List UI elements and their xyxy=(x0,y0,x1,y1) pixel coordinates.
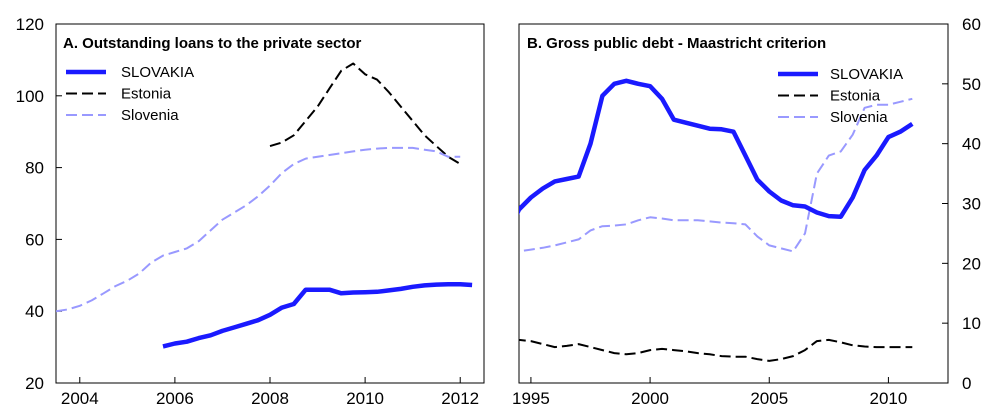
panel-a-series xyxy=(56,62,473,349)
y-tick-label: 120 xyxy=(16,15,44,34)
series-line-slovakia xyxy=(162,282,473,349)
legend-label-slovakia: SLOVAKIA xyxy=(121,64,194,81)
legend-label-slovenia: Slovenia xyxy=(830,109,888,126)
panel-b-series xyxy=(519,78,914,362)
y-tick-label: 50 xyxy=(962,75,981,94)
y-tick-label: 20 xyxy=(962,254,981,273)
panel-b-legend: SLOVAKIA Estonia Slovenia xyxy=(778,66,903,126)
x-tick-label: 2012 xyxy=(441,389,479,408)
x-tick-label: 2010 xyxy=(870,389,908,408)
panel-b-plot-area xyxy=(518,23,949,384)
series-line-estonia xyxy=(269,62,461,165)
x-tick-label: 2000 xyxy=(631,389,669,408)
panel-a-legend: SLOVAKIA Estonia Slovenia xyxy=(66,64,194,124)
y-tick-label: 40 xyxy=(25,302,44,321)
panel-a-plot-area xyxy=(55,23,485,384)
panel-b-title: B. Gross public debt - Maastricht criter… xyxy=(527,35,826,52)
y-tick-label: 40 xyxy=(962,135,981,154)
y-tick-label: 10 xyxy=(962,314,981,333)
series-line-slovenia xyxy=(56,146,461,313)
series-line-slovenia xyxy=(519,97,913,253)
panel-a-title: A. Outstanding loans to the private sect… xyxy=(63,35,362,52)
x-tick-label: 2004 xyxy=(61,389,99,408)
legend-label-estonia: Estonia xyxy=(121,86,172,103)
y-tick-label: 60 xyxy=(962,15,981,34)
y-tick-label: 20 xyxy=(25,374,44,393)
y-tick-label: 30 xyxy=(962,195,981,214)
y-tick-label: 100 xyxy=(16,87,44,106)
x-tick-label: 1995 xyxy=(512,389,550,408)
x-tick-label: 2010 xyxy=(346,389,384,408)
x-tick-label: 2006 xyxy=(156,389,194,408)
y-tick-label: 60 xyxy=(25,230,44,249)
panel-a-loans: A. Outstanding loans to the private sect… xyxy=(16,15,485,408)
panel-b-axes: 0 10 20 30 40 50 60 1995 2000 2005 2010 xyxy=(512,15,981,408)
legend-label-slovenia: Slovenia xyxy=(121,107,179,124)
series-line-estonia xyxy=(519,338,913,362)
y-tick-label: 80 xyxy=(25,159,44,178)
panel-b-public-debt: B. Gross public debt - Maastricht criter… xyxy=(512,15,981,408)
x-tick-label: 2005 xyxy=(750,389,788,408)
y-tick-label: 0 xyxy=(962,374,971,393)
legend-label-estonia: Estonia xyxy=(830,88,881,105)
legend-label-slovakia: SLOVAKIA xyxy=(830,66,903,83)
series-line-slovakia xyxy=(519,78,914,219)
panel-a-axes: 20 40 60 80 100 120 2004 2006 2008 2010 2012 xyxy=(16,15,480,408)
x-tick-label: 2008 xyxy=(251,389,289,408)
